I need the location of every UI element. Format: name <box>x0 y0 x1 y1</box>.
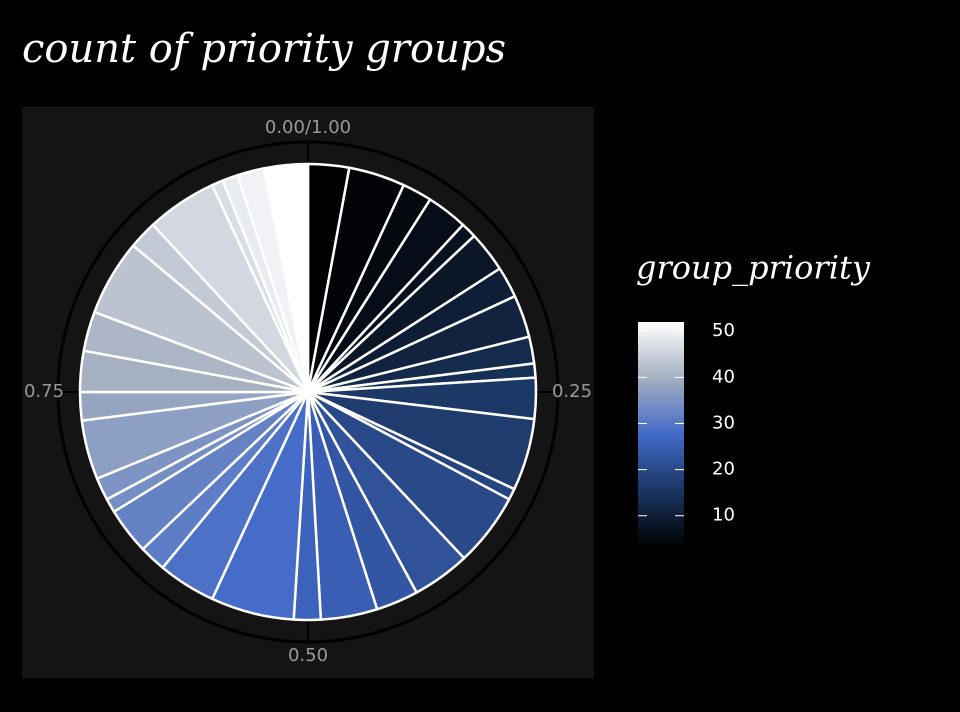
legend-tick-label: 10 <box>712 505 735 526</box>
legend-tick-label: 40 <box>712 366 735 387</box>
legend-tick-label: 20 <box>712 459 735 480</box>
legend-tick-label: 30 <box>712 412 735 433</box>
legend-title: group_priority <box>636 249 871 287</box>
theta-tick-label: 0.00/1.00 <box>265 117 351 138</box>
theta-tick-label: 0.75 <box>24 381 64 402</box>
legend-tick-label: 50 <box>712 320 735 341</box>
theta-tick-label: 0.50 <box>288 645 328 666</box>
chart-title: count of priority groups <box>22 26 506 72</box>
theta-tick-label: 0.25 <box>552 381 592 402</box>
colorbar <box>638 322 684 548</box>
pie-slice <box>262 162 310 394</box>
